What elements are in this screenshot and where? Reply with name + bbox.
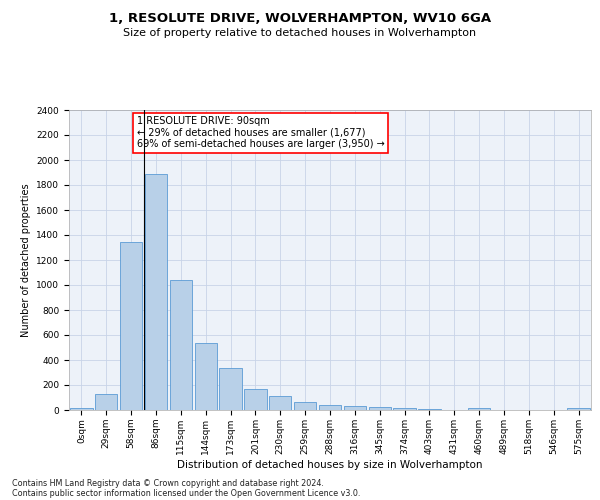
Bar <box>319 405 341 410</box>
Text: 1, RESOLUTE DRIVE, WOLVERHAMPTON, WV10 6GA: 1, RESOLUTE DRIVE, WOLVERHAMPTON, WV10 6… <box>109 12 491 26</box>
Bar <box>394 408 416 410</box>
Bar <box>368 406 391 410</box>
Bar <box>70 408 92 410</box>
Bar <box>220 368 242 410</box>
Bar <box>194 342 217 410</box>
Bar <box>145 174 167 410</box>
Bar <box>170 280 192 410</box>
Bar <box>344 406 366 410</box>
Bar <box>294 402 316 410</box>
Bar <box>269 396 292 410</box>
Text: Contains HM Land Registry data © Crown copyright and database right 2024.: Contains HM Land Registry data © Crown c… <box>12 478 324 488</box>
Bar <box>418 408 440 410</box>
Bar <box>244 390 266 410</box>
Y-axis label: Number of detached properties: Number of detached properties <box>21 183 31 337</box>
Bar <box>568 408 590 410</box>
Text: Contains public sector information licensed under the Open Government Licence v3: Contains public sector information licen… <box>12 488 361 498</box>
Bar <box>468 408 490 410</box>
Text: 1 RESOLUTE DRIVE: 90sqm
← 29% of detached houses are smaller (1,677)
69% of semi: 1 RESOLUTE DRIVE: 90sqm ← 29% of detache… <box>137 116 385 149</box>
Bar <box>120 242 142 410</box>
X-axis label: Distribution of detached houses by size in Wolverhampton: Distribution of detached houses by size … <box>177 460 483 469</box>
Bar <box>95 394 118 410</box>
Text: Size of property relative to detached houses in Wolverhampton: Size of property relative to detached ho… <box>124 28 476 38</box>
